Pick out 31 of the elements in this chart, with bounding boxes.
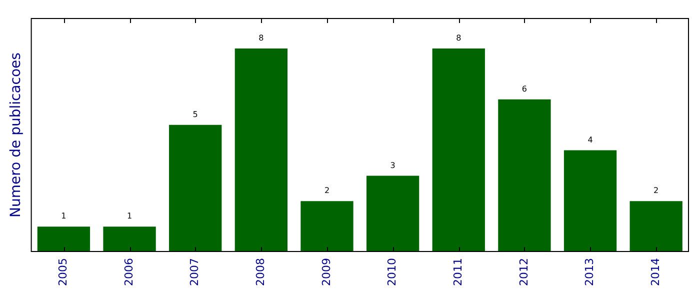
data-label: 3	[390, 160, 396, 170]
data-label: 2	[324, 186, 330, 196]
bar	[498, 99, 551, 252]
data-label: 5	[192, 110, 198, 119]
bar	[103, 226, 156, 252]
x-tick-label: 2008	[254, 258, 268, 286]
x-tick-label: 2006	[122, 258, 136, 286]
x-tick-label: 2009	[320, 258, 333, 286]
bar	[300, 201, 354, 252]
x-tick-label: 2010	[386, 258, 399, 286]
data-label: 1	[61, 212, 66, 221]
bar	[366, 176, 420, 252]
bar	[234, 48, 288, 252]
x-tick-label: 2007	[188, 258, 202, 286]
data-label: 4	[588, 135, 593, 144]
bar	[169, 124, 222, 252]
data-label: 6	[522, 84, 527, 94]
bar	[432, 48, 485, 252]
x-tick-label: 2005	[56, 258, 70, 286]
bar	[564, 150, 617, 252]
data-label: 1	[126, 212, 132, 221]
y-axis-title: Numero de publicacoes	[8, 52, 24, 218]
x-tick-label: 2011	[451, 258, 464, 286]
data-label: 8	[456, 34, 462, 43]
data-label: 8	[258, 34, 264, 43]
x-tick-label: 2012	[517, 258, 530, 286]
bar	[37, 226, 90, 252]
bar	[630, 201, 682, 252]
x-tick-label: 2014	[648, 258, 662, 286]
data-label: 2	[654, 186, 659, 196]
x-tick-label: 2013	[583, 258, 596, 286]
